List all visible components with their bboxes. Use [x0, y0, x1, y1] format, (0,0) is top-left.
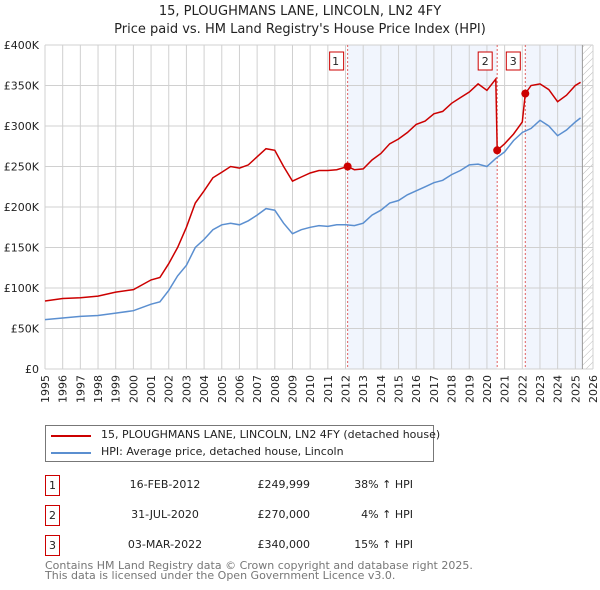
x-tick-label: 1996 [57, 375, 70, 403]
sale-point [521, 89, 530, 98]
y-tick-label: £250K [4, 161, 40, 174]
legend-swatch-blue [51, 452, 91, 454]
sale-marker-badge: 1 [45, 475, 60, 496]
sale-hpi-diff: 15% ↑ HPI [354, 538, 413, 551]
property-price-line [44, 76, 581, 302]
sale-price: £249,999 [257, 478, 311, 491]
chart-subtitle: Price paid vs. HM Land Registry's House … [114, 22, 486, 37]
footer-copyright: Contains HM Land Registry data © Crown c… [45, 559, 473, 572]
sale-marker-box [505, 51, 521, 71]
x-tick-label: 2015 [393, 375, 406, 403]
x-tick-label: 2023 [534, 375, 547, 403]
sale-point [343, 162, 352, 171]
sale-point [493, 146, 502, 155]
x-tick-label: 2024 [552, 375, 565, 403]
x-tick-label: 2007 [251, 375, 264, 403]
x-tick-label: 1998 [92, 375, 105, 403]
x-tick-label: 2013 [357, 375, 370, 403]
x-tick-label: 2016 [410, 375, 423, 403]
x-tick-label: 2020 [481, 375, 494, 403]
x-tick-label: 2018 [446, 375, 459, 403]
x-tick-label: 2001 [145, 375, 158, 403]
x-tick-label: 2022 [516, 375, 529, 403]
sale-date: 31-JUL-2020 [131, 508, 199, 521]
y-tick-label: £350K [4, 80, 40, 93]
legend: 15, PLOUGHMANS LANE, LINCOLN, LN2 4FY (d… [45, 425, 440, 462]
y-tick-label: £0 [25, 363, 39, 376]
sale-price: £340,000 [257, 538, 311, 551]
x-tick-label: 2005 [216, 375, 229, 403]
y-tick-label: £100K [4, 282, 40, 295]
sale-marker-label: 3 [510, 55, 517, 68]
x-tick-label: 1997 [74, 375, 87, 403]
sale-marker-label: 1 [332, 55, 339, 68]
chart-title: 15, PLOUGHMANS LANE, LINCOLN, LN2 4FY [158, 4, 442, 19]
plot-area: 1995 1996 1997 1998 1999 2000 2001 2002 2003 2004… [4, 39, 600, 403]
x-tick-label: 2014 [375, 375, 388, 403]
y-tick-label: £400K [4, 39, 40, 52]
x-tick-label: 2021 [499, 375, 512, 403]
legend-label: 15, PLOUGHMANS LANE, LINCOLN, LN2 4FY (d… [101, 428, 441, 441]
x-tick-label: 2009 [286, 375, 299, 403]
sale-marker-label: 2 [482, 55, 489, 68]
y-tick-label: £150K [4, 242, 40, 255]
hpi-line [44, 117, 582, 321]
sale-date: 16-FEB-2012 [129, 478, 201, 491]
sale-marker-box [477, 51, 493, 71]
x-tick-label: 2004 [198, 375, 211, 403]
footer-licence: This data is licensed under the Open Gov… [45, 569, 396, 582]
x-tick-label: 1999 [110, 375, 123, 403]
x-tick-label: 2011 [322, 375, 335, 403]
legend-label: HPI: Average price, detached house, Linc… [101, 445, 344, 458]
x-tick-label: 2002 [163, 375, 176, 403]
x-tick-label: 2008 [269, 375, 282, 403]
sale-price: £270,000 [257, 508, 311, 521]
sale-date: 03-MAR-2022 [127, 538, 203, 551]
x-tick-label: 2025 [569, 375, 582, 403]
y-tick-label: £200K [4, 201, 40, 214]
sale-marker-badge: 2 [45, 505, 60, 526]
sale-hpi-diff: 4% ↑ HPI [357, 508, 413, 521]
sale-marker-box [329, 51, 345, 71]
legend-swatch-red [51, 435, 91, 437]
sale-marker-badge: 3 [45, 535, 60, 556]
y-tick-label: £300K [4, 120, 40, 133]
x-tick-label: 2012 [340, 375, 353, 403]
x-tick-label: 2017 [428, 375, 441, 403]
y-tick-label: £50K [11, 323, 40, 336]
x-tick-label: 2000 [127, 375, 140, 403]
x-tick-label: 2026 [587, 375, 600, 403]
x-tick-label: 2003 [180, 375, 193, 403]
sale-hpi-diff: 38% ↑ HPI [354, 478, 413, 491]
x-tick-label: 2019 [463, 375, 476, 403]
x-tick-label: 2006 [233, 375, 246, 403]
x-tick-label: 2010 [304, 375, 317, 403]
x-tick-label: 1995 [39, 375, 52, 403]
